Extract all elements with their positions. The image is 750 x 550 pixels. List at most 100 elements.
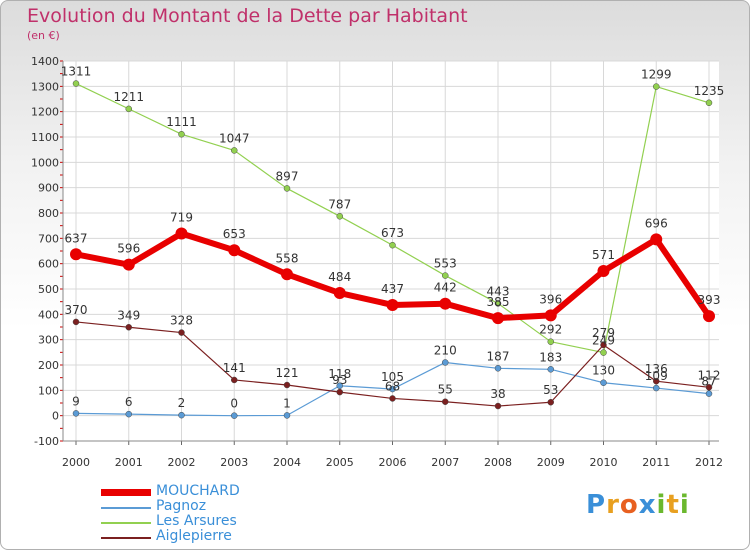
data-point	[231, 412, 238, 419]
data-label: 553	[434, 257, 457, 271]
data-point	[492, 312, 504, 325]
data-point	[544, 309, 557, 322]
data-point	[336, 213, 343, 220]
data-label: 1311	[61, 65, 92, 79]
x-tick-label: 2002	[168, 456, 196, 469]
data-point	[653, 384, 660, 392]
data-point	[650, 233, 663, 246]
data-label: 249	[592, 334, 615, 348]
data-label: 443	[487, 284, 510, 298]
data-label: 370	[65, 303, 88, 317]
data-label: 442	[434, 281, 457, 295]
x-tick-label: 2009	[537, 456, 565, 469]
data-point	[228, 244, 241, 257]
data-label: 183	[539, 350, 562, 364]
y-tick-label: 200	[38, 359, 59, 372]
x-tick-label: 2004	[273, 456, 301, 469]
x-tick-label: 2012	[695, 456, 723, 469]
data-label: 93	[332, 373, 347, 387]
data-label: 279	[592, 326, 615, 340]
data-label: 637	[65, 231, 88, 245]
data-label: 484	[328, 270, 351, 284]
x-tick-label: 2010	[590, 456, 618, 469]
data-point	[283, 185, 291, 192]
data-point	[494, 365, 502, 372]
data-point	[283, 381, 291, 389]
data-label: 1111	[166, 115, 197, 129]
data-label: 210	[434, 343, 457, 357]
data-label: 385	[487, 295, 510, 309]
y-tick-label: -100	[34, 435, 59, 448]
data-label: 673	[381, 226, 404, 240]
data-label: 9	[72, 394, 80, 408]
logo-letter: t	[666, 490, 680, 520]
x-tick-label: 2006	[379, 456, 407, 469]
data-label: 396	[539, 292, 562, 306]
y-tick-label: 300	[38, 334, 59, 347]
chart-title: Evolution du Montant de la Dette par Hab…	[27, 5, 468, 27]
data-point	[494, 300, 502, 307]
data-point	[178, 130, 185, 138]
data-label: 1299	[641, 68, 672, 82]
data-point	[389, 385, 396, 393]
data-point	[705, 390, 713, 397]
data-label: 328	[170, 314, 193, 328]
y-tick-label: 100	[38, 384, 59, 397]
legend-label: Les Arsures	[156, 513, 237, 529]
data-label: 112	[698, 368, 721, 382]
y-tick-label: 0	[52, 410, 59, 423]
logo-letter: x	[638, 490, 657, 520]
data-label: 558	[276, 251, 299, 265]
data-point	[600, 379, 607, 386]
legend-label: MOUCHARD	[156, 483, 240, 499]
data-point	[125, 324, 132, 331]
y-tick-label: 1300	[31, 80, 59, 93]
x-tick-label: 2005	[326, 456, 354, 469]
data-point	[597, 265, 610, 278]
data-label: 897	[276, 169, 299, 183]
data-point	[333, 287, 346, 300]
data-label: 141	[223, 361, 246, 375]
data-point	[442, 272, 449, 279]
data-label: 38	[490, 387, 505, 401]
x-tick-label: 2003	[220, 456, 248, 469]
data-label: 87	[701, 375, 716, 389]
data-label: 55	[438, 383, 453, 397]
data-label: 109	[645, 369, 668, 383]
data-point	[72, 410, 80, 417]
logo-letter: i	[656, 490, 667, 520]
data-point	[600, 341, 607, 349]
data-point	[125, 410, 132, 418]
legend-swatch	[101, 489, 151, 496]
y-tick-label: 1200	[31, 106, 59, 119]
data-label: 136	[645, 362, 668, 376]
plot-area	[63, 61, 719, 441]
data-point	[547, 338, 554, 345]
data-label: 105	[381, 370, 404, 384]
data-point	[231, 376, 238, 384]
data-label: 571	[592, 248, 615, 262]
data-label: 719	[170, 211, 193, 225]
data-label: 53	[543, 383, 558, 397]
data-point	[70, 248, 82, 261]
y-tick-label: 500	[38, 283, 59, 296]
data-point	[175, 227, 188, 240]
proxiti-logo: Proxiti	[586, 490, 690, 520]
logo-letter: P	[586, 490, 607, 520]
y-tick-label: 400	[38, 308, 59, 321]
chart-subtitle: (en €)	[27, 29, 60, 42]
legend-label: Aiglepierre	[156, 528, 232, 544]
data-label: 596	[117, 242, 140, 256]
data-point	[122, 258, 135, 271]
data-point	[336, 382, 343, 390]
data-label: 1047	[219, 131, 250, 145]
data-point	[442, 359, 449, 366]
data-label: 292	[539, 323, 562, 337]
data-point	[283, 412, 291, 419]
x-tick-label: 2011	[642, 456, 670, 469]
data-label: 1	[283, 396, 291, 410]
data-label: 787	[328, 197, 351, 211]
data-point	[494, 402, 502, 410]
